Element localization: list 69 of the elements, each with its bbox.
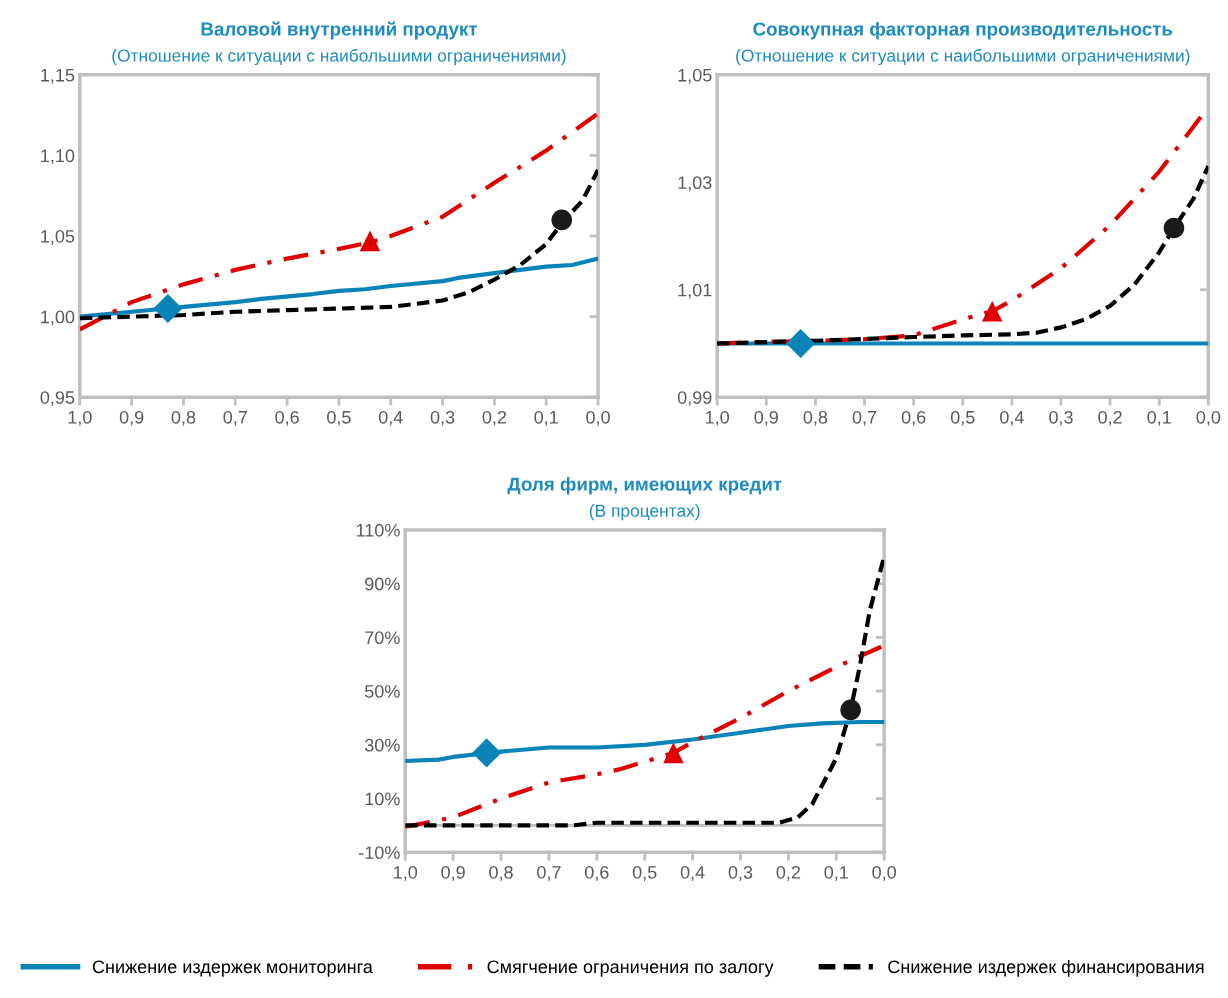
y-tick-label: 90% <box>365 577 400 591</box>
y-tick-label: 1,03 <box>678 176 712 192</box>
y-tick-label: 30% <box>364 738 400 752</box>
x-tick-label: 0,9 <box>119 410 144 426</box>
line-series <box>79 256 599 319</box>
y-tick-label: 0,95 <box>40 391 75 407</box>
point <box>1163 217 1185 239</box>
x-tick-label: 0,6 <box>901 410 926 426</box>
x-tick-label: 1,0 <box>705 410 729 426</box>
chart-subtitle: (Отношение к ситуации с наибольшими ограничениями) <box>736 48 1190 66</box>
y-tick-label: 1,05 <box>678 68 712 84</box>
x-tick-label: 0,5 <box>327 410 351 426</box>
y-tick-label: 110% <box>356 523 400 537</box>
x-tick-label: 0,2 <box>1098 410 1122 426</box>
point <box>786 328 816 359</box>
chart-subtitle: (Отношение к ситуации с наибольшими ограничениями) <box>112 48 566 66</box>
point <box>981 300 1003 322</box>
legend-label: Снижение издержек финансирования <box>888 959 1204 977</box>
chart-subtitle: (В процентах) <box>589 504 700 521</box>
x-tick-label: 0,6 <box>275 410 299 426</box>
point <box>153 293 183 324</box>
x-tick-label: 0,2 <box>776 865 801 881</box>
x-tick-label: 0,8 <box>171 410 196 426</box>
chart-title: Совокупная факторная производительность <box>753 21 1173 40</box>
chart-title: Валовой внутренний продукт <box>201 21 477 40</box>
x-tick-label: 0,5 <box>632 865 657 881</box>
x-tick-label: 0,5 <box>950 410 975 426</box>
y-tick-label: 10% <box>365 792 400 806</box>
line-series <box>79 167 599 321</box>
x-tick-label: 0,0 <box>872 865 896 881</box>
x-tick-label: 1,0 <box>68 410 92 426</box>
y-tick-label: -10% <box>359 846 400 860</box>
x-tick-label: 1,0 <box>394 865 418 881</box>
x-tick-label: 0,9 <box>441 865 465 881</box>
x-tick-label: 0,3 <box>1049 410 1073 426</box>
y-tick-label: 0,99 <box>677 391 712 407</box>
y-tick-label: 1,05 <box>41 229 75 245</box>
line-series <box>717 164 1209 346</box>
x-tick-label: 0,8 <box>803 410 828 426</box>
x-tick-label: 0,1 <box>534 410 558 426</box>
x-tick-label: 0,8 <box>489 865 513 881</box>
x-tick-label: 0,4 <box>378 410 403 426</box>
x-tick-label: 0,0 <box>1196 410 1221 426</box>
line-series <box>405 643 885 829</box>
x-tick-label: 0,1 <box>1147 410 1171 426</box>
line-series <box>79 111 599 332</box>
point <box>551 209 573 231</box>
x-tick-label: 0,7 <box>537 865 561 881</box>
legend-label: Снижение издержек мониторинга <box>92 960 373 977</box>
chart-title: Доля фирм, имеющих кредит <box>507 477 782 495</box>
y-tick-label: 1,01 <box>678 283 712 299</box>
x-tick-label: 0,2 <box>482 410 507 426</box>
x-tick-label: 0,1 <box>824 865 848 881</box>
x-tick-label: 0,7 <box>852 410 877 426</box>
legend-label: Смягчение ограничения по залогу <box>487 960 774 977</box>
y-tick-label: 1,10 <box>41 149 75 165</box>
y-tick-label: 70% <box>365 631 400 645</box>
x-tick-label: 0,6 <box>584 865 609 881</box>
x-tick-label: 0,3 <box>430 410 455 426</box>
y-tick-label: 1,15 <box>41 68 75 84</box>
point <box>359 230 381 252</box>
x-tick-label: 0,3 <box>728 865 753 881</box>
x-tick-label: 0,9 <box>754 410 778 426</box>
y-tick-label: 1,00 <box>41 310 75 326</box>
x-tick-label: 0,4 <box>680 865 705 881</box>
y-tick-label: 50% <box>364 685 400 698</box>
x-tick-label: 0,0 <box>586 410 610 426</box>
x-tick-label: 0,7 <box>223 410 247 426</box>
x-tick-label: 0,4 <box>1000 410 1024 426</box>
